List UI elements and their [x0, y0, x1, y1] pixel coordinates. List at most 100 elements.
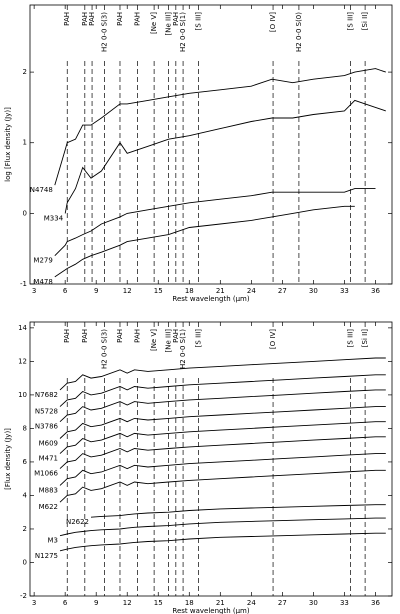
feature-label: PAH	[81, 329, 89, 343]
series-label: N1275	[35, 552, 58, 560]
spectrum-line	[59, 436, 386, 469]
feature-label-bg	[80, 11, 89, 61]
x-tick-label: 12	[123, 599, 132, 607]
feature-label: [S III]	[195, 329, 203, 348]
y-tick-label: 4	[23, 491, 28, 499]
x-tick-label: 3	[32, 287, 36, 295]
y-tick-label: 10	[18, 391, 27, 399]
x-tick-label: 30	[309, 287, 318, 295]
series-label: M279	[33, 257, 52, 265]
x-tick-label: 9	[94, 287, 98, 295]
feature-label: [Si II]	[361, 329, 369, 347]
feature-label-bg	[164, 11, 173, 61]
spectrum-line	[59, 406, 386, 439]
feature-label: [Ne V]	[150, 329, 158, 351]
feature-label: PAH	[63, 12, 71, 26]
y-tick-label: 8	[23, 424, 27, 432]
spectrum-line	[59, 517, 386, 537]
feature-label: PAH	[81, 12, 89, 26]
feature-label: H2 0-0 S(1)	[179, 12, 187, 52]
spectrum-line	[54, 205, 355, 278]
y-tick-label: 14	[18, 324, 27, 332]
feature-label: H2 0-0 S(3)	[100, 329, 108, 369]
spectrum-line	[59, 532, 386, 552]
x-tick-label: 15	[154, 599, 163, 607]
feature-label: [O IV]	[269, 329, 277, 349]
feature-label: PAH	[63, 329, 71, 343]
feature-label: [Ne III]	[165, 329, 173, 353]
x-tick-label: 12	[123, 287, 132, 295]
x-tick-label: 18	[185, 599, 194, 607]
y-axis-label: log [Flux density (Jy)]	[4, 107, 12, 182]
feature-label-bg	[88, 11, 97, 61]
x-tick-label: 30	[309, 599, 318, 607]
series-label: M883	[39, 486, 58, 494]
x-tick-label: 33	[340, 599, 349, 607]
feature-label-bg	[269, 11, 278, 61]
y-tick-label: 1	[23, 139, 27, 147]
plot-frame	[29, 321, 393, 597]
feature-label-bg	[150, 11, 159, 61]
series-label: N2622	[66, 518, 89, 526]
feature-label: H2 0-0 S(1)	[179, 329, 187, 369]
y-tick-label: 6	[23, 458, 28, 466]
feature-label: H2 0-0 S(3)	[100, 12, 108, 52]
feature-label-bg	[194, 328, 203, 378]
series-label: N4748	[30, 186, 53, 194]
series-label: M609	[39, 439, 58, 447]
feature-label: PAH	[134, 329, 142, 343]
spectrum-line	[90, 504, 386, 518]
feature-label-bg	[100, 11, 109, 61]
series-label: M622	[39, 503, 58, 511]
feature-label-bg	[194, 11, 203, 61]
y-tick-label: 2	[23, 68, 27, 76]
x-tick-label: 18	[185, 287, 194, 295]
x-tick-label: 24	[247, 287, 256, 295]
feature-label-bg	[133, 11, 142, 61]
series-label: M3	[47, 537, 58, 545]
series-label: M478	[33, 278, 52, 286]
spectrum-line	[54, 68, 386, 186]
y-tick-label: 0	[23, 209, 27, 217]
feature-label-bg	[171, 328, 180, 378]
y-tick-label: -2	[20, 592, 27, 600]
feature-label-bg	[294, 11, 303, 61]
feature-label-bg	[361, 11, 370, 61]
series-label: N7682	[35, 391, 58, 399]
y-tick-label: 2	[23, 525, 27, 533]
x-tick-label: 3	[32, 599, 36, 607]
feature-label-bg	[164, 328, 173, 378]
feature-label: PAH	[116, 329, 124, 343]
feature-label-bg	[100, 328, 109, 378]
feature-label: [Ne III]	[165, 12, 173, 36]
x-axis-label: Rest wavelength (μm)	[172, 607, 249, 614]
feature-label: H2 0-0 S(0)	[295, 12, 303, 52]
x-tick-label: 15	[154, 287, 163, 295]
spectrum-line	[59, 357, 386, 391]
feature-label-bg	[346, 11, 355, 61]
feature-label: PAH	[88, 12, 96, 26]
spectrum-line	[59, 389, 386, 423]
x-tick-label: 6	[63, 287, 68, 295]
feature-label-bg	[63, 328, 72, 378]
series-label: M471	[39, 455, 58, 463]
feature-label: [Si II]	[361, 12, 369, 30]
feature-label-bg	[346, 328, 355, 378]
x-tick-label: 24	[247, 599, 256, 607]
spectrum-line	[59, 469, 386, 503]
spectrum-line	[59, 421, 386, 454]
x-tick-label: 21	[216, 287, 225, 295]
feature-label-bg	[115, 328, 124, 378]
x-tick-label: 6	[63, 599, 68, 607]
feature-label-bg	[115, 11, 124, 61]
spectrum-line	[64, 99, 386, 214]
spectrum-line	[54, 188, 376, 257]
feature-label: PAH	[134, 12, 142, 26]
feature-label: PAH	[116, 12, 124, 26]
feature-label: [O IV]	[269, 12, 277, 32]
feature-label: [Ne V]	[150, 12, 158, 34]
y-tick-label: -1	[20, 280, 27, 288]
feature-label-bg	[179, 11, 188, 61]
feature-label: [S III]	[347, 329, 355, 348]
x-tick-label: 36	[371, 287, 380, 295]
